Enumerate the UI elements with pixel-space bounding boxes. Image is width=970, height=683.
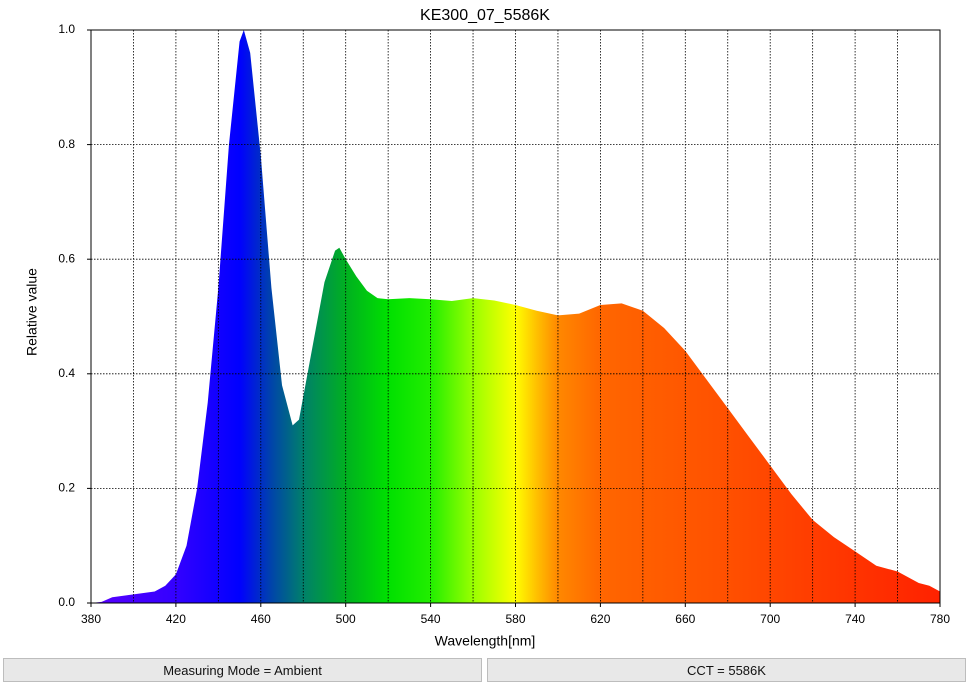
y-tick-label: 0.6 <box>58 251 75 265</box>
x-tick-label: 580 <box>505 612 525 626</box>
y-tick-label: 1.0 <box>58 22 75 36</box>
cct-button[interactable]: CCT = 5586K <box>487 658 966 682</box>
y-tick-label: 0.0 <box>58 595 75 609</box>
x-tick-label: 420 <box>166 612 186 626</box>
x-tick-label: 500 <box>336 612 356 626</box>
y-axis-label: Relative value <box>24 268 40 356</box>
x-axis-label: Wavelength[nm] <box>435 633 536 649</box>
x-tick-label: 460 <box>251 612 271 626</box>
y-tick-label: 0.2 <box>58 481 75 495</box>
x-tick-label: 780 <box>930 612 950 626</box>
chart: KE300_07_5586K Wavelength[nm] Relative v… <box>24 7 951 649</box>
x-tick-label: 740 <box>845 612 865 626</box>
chart-title: KE300_07_5586K <box>420 7 550 24</box>
x-tick-label: 380 <box>81 612 101 626</box>
x-tick-label: 540 <box>421 612 441 626</box>
x-tick-label: 660 <box>675 612 695 626</box>
y-tick-label: 0.4 <box>58 366 75 380</box>
y-tick-label: 0.8 <box>58 137 75 151</box>
mode-button[interactable]: Measuring Mode = Ambient <box>3 658 482 682</box>
x-tick-label: 620 <box>590 612 610 626</box>
x-tick-label: 700 <box>760 612 780 626</box>
